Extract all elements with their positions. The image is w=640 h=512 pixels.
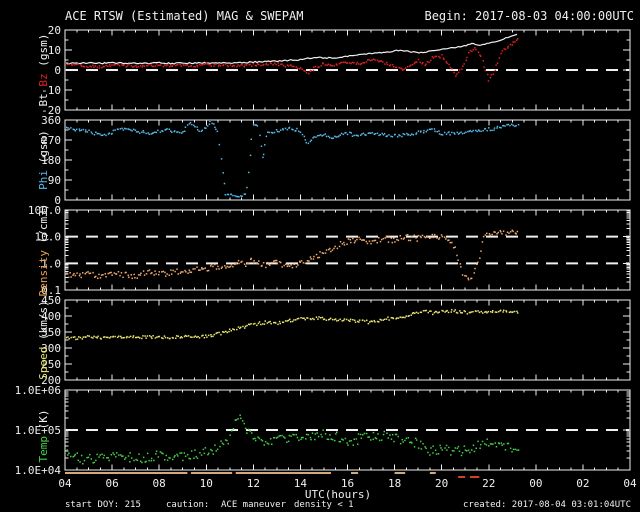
tick-marks — [64, 299, 631, 381]
ytick-label: 360 — [41, 114, 61, 127]
xtick-label: 12 — [247, 477, 260, 490]
ytick-label: 270 — [41, 134, 61, 147]
xtick-label: 04 — [58, 477, 72, 490]
panel-frame — [64, 119, 631, 201]
xtick-label: 16 — [341, 477, 354, 490]
xtick-label: 22 — [482, 477, 495, 490]
panel-phi: 360 270 180 90 0 Phi (gsm) — [37, 114, 631, 207]
ytick-label: 1.0 — [41, 257, 61, 270]
ytick-label: 350 — [41, 326, 61, 339]
xtick-label: 18 — [388, 477, 401, 490]
xtick-label: 00 — [529, 477, 542, 490]
ytick-label: 100.0 — [28, 204, 61, 217]
series-bt — [66, 33, 518, 65]
xtick-label: 04 — [623, 477, 637, 490]
caution-bars — [65, 472, 480, 478]
density-flag-bar — [458, 476, 466, 478]
yaxis-title: Phi (gsm) — [37, 130, 50, 190]
tick-marks — [64, 209, 631, 291]
series-bz — [66, 38, 519, 82]
xtick-label: 14 — [294, 477, 308, 490]
yaxis-title: Speed (km/s) — [37, 300, 50, 379]
series-phi — [66, 121, 520, 198]
ytick-label: 1.0E+04 — [15, 464, 62, 477]
series-density — [66, 229, 519, 281]
density-flag-bar — [469, 476, 480, 478]
series-layer — [66, 229, 519, 281]
xtick-label: 10 — [200, 477, 213, 490]
page-title: ACE RTSW (Estimated) MAG & SWEPAM — [65, 9, 303, 23]
ytick-label: -20 — [41, 104, 61, 117]
yaxis-title: Temp (K) — [37, 410, 50, 463]
panel-frame — [64, 209, 631, 291]
begin-timestamp: Begin: 2017-08-03 04:00:00UTC — [424, 9, 634, 23]
maneuver-caution-bar — [351, 472, 359, 474]
series-layer — [66, 121, 520, 198]
maneuver-caution-bar — [394, 472, 406, 474]
ytick-label: 250 — [41, 358, 61, 371]
tick-marks — [64, 389, 631, 471]
ytick-label: 0 — [54, 64, 61, 77]
tick-marks — [64, 29, 631, 111]
footer-created-timestamp: created: 2017-08-04 03:01:04UTC — [463, 500, 631, 510]
ytick-label: 200 — [41, 374, 61, 387]
ytick-label: 10 — [48, 44, 61, 57]
yaxis-title: Density (/cm3) — [37, 204, 50, 297]
ytick-label: 20 — [48, 24, 61, 37]
ytick-label: 0 — [54, 194, 61, 207]
series-temp — [66, 414, 520, 465]
xtick-label: 08 — [153, 477, 166, 490]
series-layer — [66, 414, 520, 465]
footer-start-doy: start DOY: 215 — [65, 500, 141, 510]
xtick-label: 20 — [435, 477, 448, 490]
ytick-label: 90 — [48, 174, 61, 187]
maneuver-caution-bar — [235, 472, 332, 474]
xtick-label: 02 — [576, 477, 589, 490]
series-layer — [66, 309, 519, 341]
ytick-label: 400 — [41, 310, 61, 323]
footer-density-text: density < 1 — [294, 500, 354, 510]
xaxis-title: UTC(hours) — [305, 488, 371, 501]
ytick-label: 0.1 — [41, 284, 61, 297]
ytick-label: 1.0E+05 — [15, 424, 61, 437]
yaxis-title: Bt Bz (gsm) — [37, 34, 50, 107]
panel-frame — [64, 299, 631, 381]
ytick-label: 180 — [41, 154, 61, 167]
xaxis-tick-labels: 04 06 08 10 12 14 16 18 20 22 00 02 04 — [58, 477, 637, 490]
maneuver-caution-bar — [65, 472, 188, 474]
ytick-label: 1.0E+06 — [15, 384, 61, 397]
maneuver-caution-bar — [429, 472, 436, 474]
ytick-label: -10 — [41, 84, 61, 97]
series-speed — [66, 309, 519, 341]
tick-marks — [64, 119, 631, 201]
series-layer — [66, 33, 519, 82]
footer-caution-label: caution: — [166, 500, 209, 510]
ytick-label: 10.0 — [35, 231, 62, 244]
maneuver-caution-bar — [190, 472, 233, 474]
ytick-label: 300 — [41, 342, 61, 355]
footer-maneuver-text: ACE maneuver — [221, 500, 287, 510]
xtick-label: 06 — [105, 477, 118, 490]
ytick-label: 450 — [41, 294, 61, 307]
